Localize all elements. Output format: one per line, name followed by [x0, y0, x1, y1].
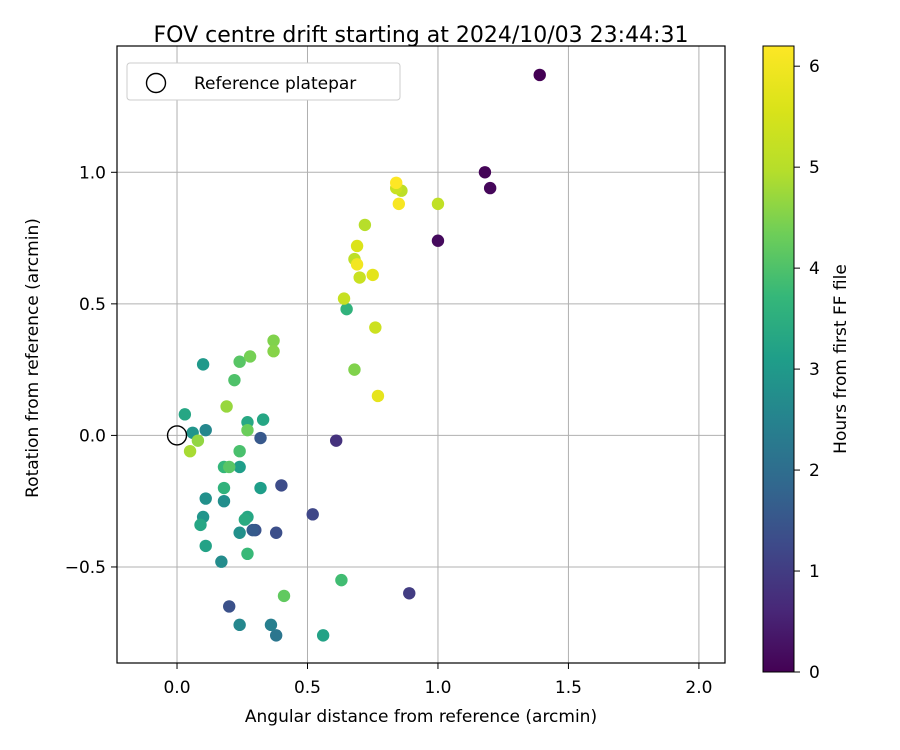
colorbar-ticks: 0 1 2 3 4 5 6	[794, 57, 820, 683]
data-point	[233, 444, 246, 458]
y-tick-label: 0.5	[79, 295, 106, 315]
data-point	[337, 292, 351, 305]
data-point	[269, 629, 283, 642]
colorbar-tick-label: 3	[809, 360, 820, 380]
colorbar-tick-label: 5	[809, 158, 820, 178]
data-point	[269, 526, 283, 539]
data-point	[267, 334, 280, 347]
data-point	[199, 539, 212, 553]
data-point	[358, 218, 372, 232]
colorbar-tick-label: 0	[809, 663, 820, 683]
plot-frame	[116, 45, 726, 664]
data-point	[264, 618, 278, 632]
data-point	[350, 258, 364, 271]
y-tick-label: 1.0	[79, 163, 106, 183]
data-point	[366, 268, 379, 282]
data-point	[348, 363, 361, 376]
y-tick-label: −0.5	[65, 558, 106, 578]
data-point	[241, 547, 254, 561]
data-point	[217, 481, 231, 495]
data-point	[256, 413, 270, 426]
colorbar-tick-label: 6	[809, 57, 820, 77]
data-point	[403, 587, 416, 600]
data-point	[350, 239, 364, 253]
data-point	[533, 68, 546, 82]
data-point	[431, 197, 445, 211]
x-axis-label: Angular distance from reference (arcmin)	[245, 707, 597, 727]
x-tick-label: 2.0	[685, 678, 712, 698]
data-point	[431, 234, 445, 247]
y-ticks: −0.5 0.0 0.5 1.0	[65, 163, 117, 578]
data-point	[353, 271, 366, 284]
data-point	[392, 197, 406, 211]
data-point	[478, 166, 492, 179]
data-point	[223, 600, 236, 613]
data-point	[369, 321, 382, 334]
x-tick-label: 0.5	[294, 678, 321, 698]
y-axis-label: Rotation from reference (arcmin)	[23, 218, 43, 498]
x-tick-label: 0.0	[163, 678, 190, 698]
data-point	[246, 523, 259, 537]
colorbar: 0 1 2 3 4 5 6 Hours from first FF file	[762, 45, 851, 683]
data-point	[233, 355, 246, 368]
legend: Reference platepar	[126, 62, 401, 101]
data-point	[277, 589, 291, 603]
data-point	[199, 492, 212, 505]
data-point	[191, 434, 205, 447]
data-point	[306, 508, 319, 521]
colorbar-tick-label: 4	[809, 259, 820, 279]
colorbar-gradient	[762, 45, 795, 673]
colorbar-tick-label: 2	[809, 461, 820, 481]
x-tick-label: 1.0	[424, 678, 451, 698]
data-point	[371, 389, 385, 403]
x-ticks: 0.0 0.5 1.0 1.5 2.0	[163, 663, 712, 698]
y-tick-label: 0.0	[79, 426, 106, 446]
data-point	[233, 460, 246, 474]
x-tick-label: 1.5	[555, 678, 582, 698]
data-point	[183, 444, 197, 458]
data-point	[196, 358, 210, 371]
data-point	[238, 513, 252, 526]
data-point	[233, 526, 246, 539]
data-point	[223, 460, 236, 474]
legend-entry-reference: Reference platepar	[194, 74, 356, 94]
data-point	[390, 176, 403, 190]
colorbar-tick-label: 1	[809, 562, 820, 582]
data-point	[233, 618, 246, 632]
data-point	[483, 181, 497, 195]
data-point	[340, 302, 353, 316]
reference-point-marker	[166, 425, 188, 446]
reference-layer	[166, 425, 188, 446]
data-point	[275, 479, 288, 492]
data-point	[215, 555, 228, 568]
data-point	[335, 573, 348, 587]
data-point	[329, 434, 343, 447]
data-point	[194, 518, 207, 532]
data-point	[254, 431, 267, 445]
data-point	[243, 350, 257, 363]
data-point	[241, 423, 254, 437]
grid-lines	[117, 46, 725, 663]
data-point	[178, 408, 192, 421]
data-point	[217, 494, 231, 508]
legend-marker-icon	[145, 72, 167, 94]
colorbar-label: Hours from first FF file	[831, 264, 851, 454]
data-point	[228, 373, 241, 387]
data-point	[267, 345, 280, 358]
data-point	[316, 629, 330, 642]
data-point	[199, 423, 212, 437]
data-point	[254, 481, 267, 495]
chart-title: FOV centre drift starting at 2024/10/03 …	[154, 23, 689, 48]
data-points	[178, 68, 546, 642]
data-point	[220, 400, 233, 413]
legend-box	[126, 62, 401, 101]
